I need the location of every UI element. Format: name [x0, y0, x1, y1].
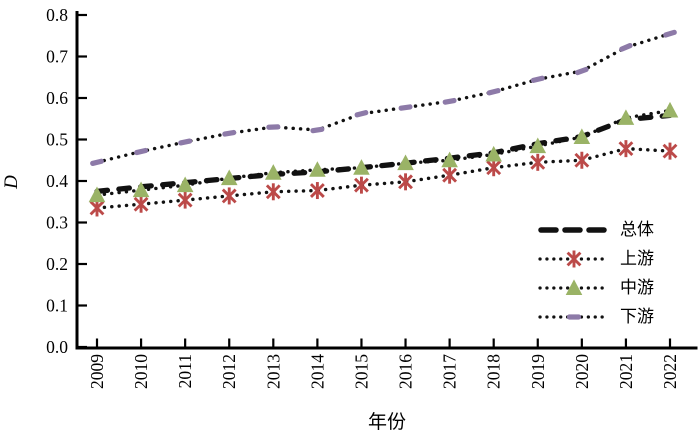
dash-marker: [310, 126, 325, 134]
legend-item-overall: 总体: [537, 215, 654, 244]
y-tick-label: 0.1: [46, 296, 68, 316]
triangle-marker: [529, 137, 547, 154]
asterisk-marker: [309, 182, 325, 200]
triangle-marker: [176, 176, 194, 193]
x-tick-label: 2019: [528, 354, 548, 389]
asterisk-marker: [89, 199, 105, 217]
dash-marker: [178, 138, 193, 146]
dash-marker: [663, 29, 677, 38]
asterisk-marker: [574, 151, 590, 169]
dash-marker: [266, 124, 281, 130]
y-tick-label: 0.4: [46, 171, 68, 191]
dash-marker: [530, 75, 545, 83]
triangle-marker: [265, 164, 282, 180]
y-tick-label: 0.2: [46, 254, 68, 274]
x-tick-label: 2022: [660, 354, 680, 389]
dash-marker: [567, 313, 581, 320]
triangle-marker: [661, 101, 679, 118]
y-axis-title: D: [1, 175, 22, 190]
triangle-marker: [353, 159, 370, 175]
triangle-marker: [565, 278, 583, 295]
asterisk-marker: [486, 159, 502, 177]
asterisk-marker: [265, 183, 281, 201]
y-tick-label: 0.3: [46, 213, 68, 233]
dash-marker: [486, 88, 501, 96]
x-tick-label: 2020: [572, 354, 592, 389]
triangle-marker: [309, 161, 326, 177]
x-tick-label: 2016: [396, 354, 416, 389]
legend-label-downstream: 下游: [620, 307, 654, 326]
asterisk-marker: [354, 176, 369, 194]
legend-sample-upstream: [538, 250, 610, 267]
x-tick-label: 2010: [131, 354, 151, 389]
x-tick-label: 2021: [616, 354, 636, 389]
dash-marker: [222, 129, 237, 137]
legend-item-midstream: 中游: [537, 273, 654, 302]
series-line-0: [94, 112, 673, 195]
legend-sample-midstream: [538, 278, 610, 295]
dash-marker: [619, 42, 633, 52]
asterisk-marker: [177, 191, 193, 209]
triangle-marker: [441, 151, 458, 168]
y-tick-label: 0.8: [46, 5, 68, 25]
y-tick-label: 0.0: [46, 337, 68, 357]
asterisk-marker: [398, 173, 413, 191]
dash-marker: [575, 66, 589, 76]
x-tick-label: 2012: [219, 354, 239, 389]
x-tick-label: 2013: [263, 354, 283, 389]
x-tick-label: 2017: [440, 354, 460, 389]
triangle-marker: [485, 145, 502, 162]
legend-sample-overall: [538, 226, 608, 233]
x-tick-label: 2014: [307, 354, 327, 389]
dash-marker: [90, 158, 104, 167]
asterisk-marker: [442, 166, 458, 184]
x-tick-label: 2015: [351, 354, 371, 389]
triangle-marker: [573, 128, 591, 145]
triangle-marker: [132, 181, 150, 198]
legend-label-overall: 总体: [620, 220, 654, 239]
y-tick-label: 0.5: [46, 130, 68, 150]
asterisk-marker: [530, 153, 546, 171]
dash-marker: [398, 104, 413, 111]
legend-label-upstream: 上游: [620, 249, 654, 268]
legend-item-downstream: 下游: [537, 302, 654, 331]
triangle-marker: [88, 186, 106, 203]
legend: 总体 上游 中游 下游: [537, 215, 654, 331]
x-axis-title: 年份: [368, 411, 406, 433]
asterisk-marker: [618, 140, 634, 158]
triangle-marker: [617, 109, 635, 125]
series-line-3: [95, 32, 672, 164]
dash-marker: [442, 97, 457, 105]
triangle-marker: [220, 169, 238, 186]
legend-item-upstream: 上游: [537, 244, 654, 273]
series-line-1: [95, 146, 672, 210]
y-tick-label: 0.6: [46, 88, 68, 108]
asterisk-marker: [133, 195, 149, 213]
dash-marker: [354, 110, 369, 118]
triangle-marker: [397, 154, 414, 171]
asterisk-marker: [566, 250, 582, 267]
x-tick-label: 2009: [87, 354, 107, 389]
legend-sample-downstream: [538, 313, 610, 320]
x-tick-label: 2011: [175, 354, 195, 388]
y-tick-label: 0.7: [46, 47, 68, 67]
legend-label-midstream: 中游: [620, 278, 654, 297]
dash-marker: [134, 147, 149, 156]
asterisk-marker: [662, 142, 678, 160]
asterisk-marker: [221, 187, 237, 205]
x-tick-label: 2018: [484, 354, 504, 389]
